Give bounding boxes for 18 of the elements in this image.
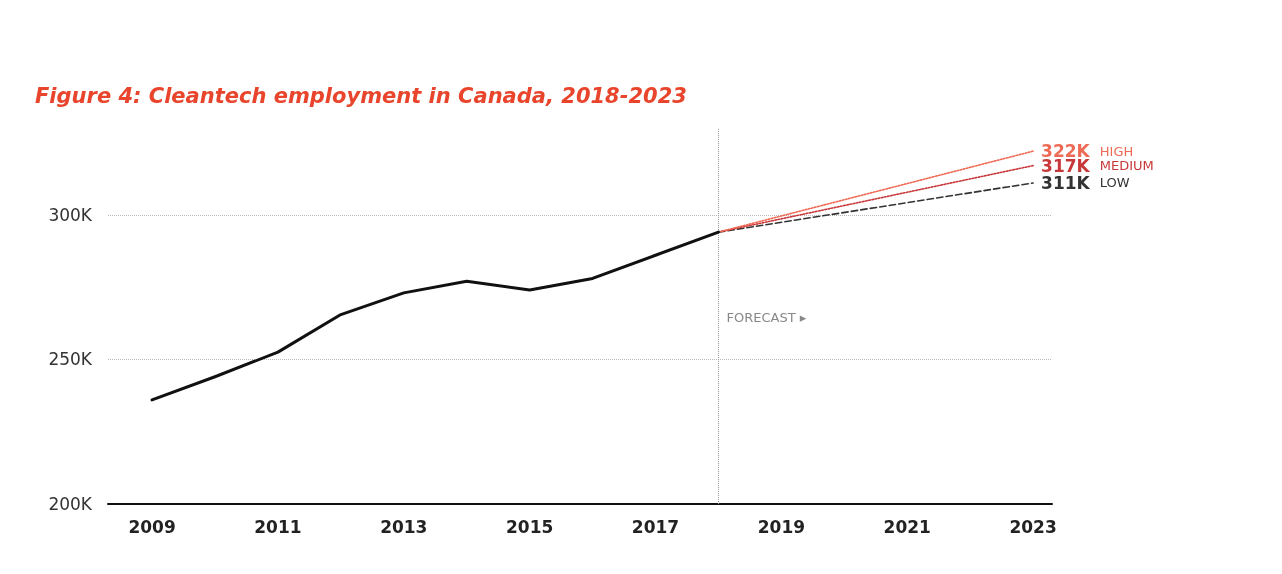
x-tick-label: 2013 bbox=[380, 516, 428, 537]
text: MEDIUM bbox=[1099, 158, 1154, 174]
x-tick-label: 2019 bbox=[757, 516, 806, 537]
chart-title: Figure 4: Cleantech employment in Canada, 2018-2023 bbox=[35, 83, 687, 108]
text: HIGH bbox=[1099, 143, 1134, 159]
y-tick-label: 300K bbox=[48, 204, 93, 225]
y-tick-label: 250K bbox=[48, 349, 93, 370]
text: LOW bbox=[1099, 175, 1130, 191]
x-tick-label: 2011 bbox=[254, 516, 302, 537]
ref-line-label: FORECAST ▸ bbox=[726, 310, 807, 325]
x-tick-label: 2015 bbox=[505, 516, 554, 537]
x-tick-label: 2021 bbox=[883, 516, 931, 537]
x-tick-label: 2009 bbox=[128, 516, 176, 537]
x-tick-label: 2023 bbox=[1009, 516, 1057, 537]
y-tick-label: 200K bbox=[48, 494, 93, 514]
line-series bbox=[150, 230, 720, 402]
x-tick-label: 2017 bbox=[631, 516, 680, 537]
data-label: 311K bbox=[1041, 172, 1091, 193]
